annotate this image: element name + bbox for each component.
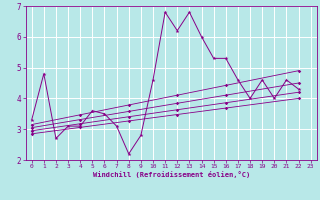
- X-axis label: Windchill (Refroidissement éolien,°C): Windchill (Refroidissement éolien,°C): [92, 171, 250, 178]
